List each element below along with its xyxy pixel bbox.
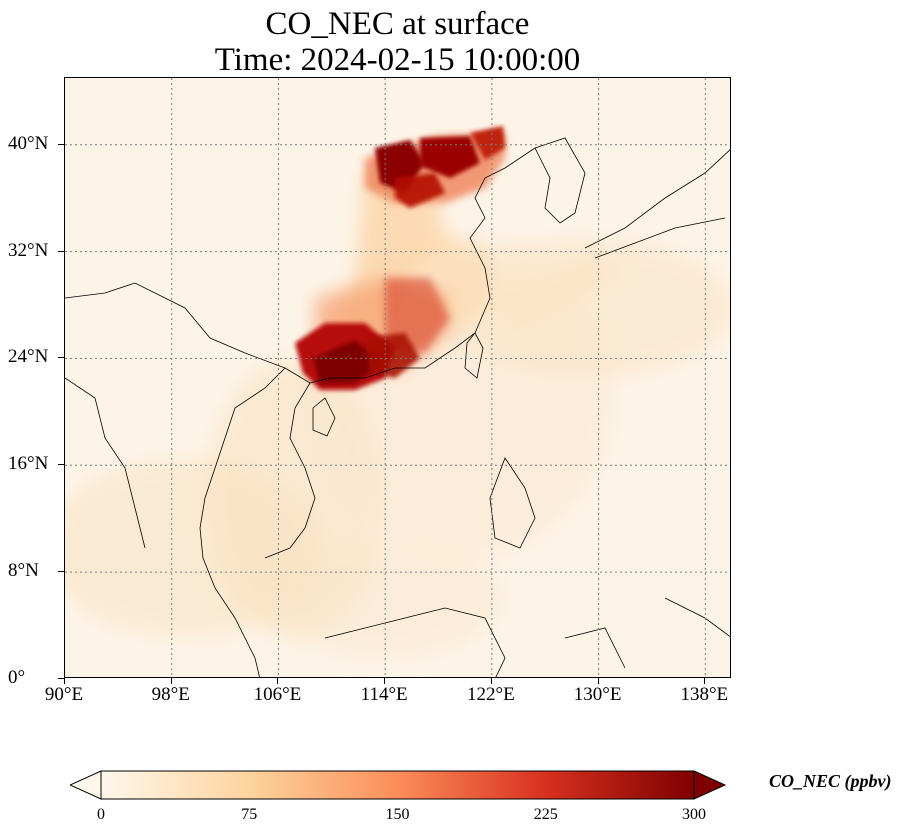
x-tick-mark	[384, 678, 386, 684]
colorbar	[70, 770, 727, 800]
map-canvas	[65, 78, 730, 677]
colorbar-tick-label: 225	[533, 806, 558, 823]
colorbar-tick-label: 0	[97, 806, 105, 823]
chart-title-line-1: CO_NEC at surface	[265, 6, 530, 42]
y-tick-label: 16°N	[8, 453, 49, 475]
x-tick-label: 98°E	[151, 684, 190, 705]
map-panel	[64, 77, 731, 678]
x-tick-label: 130°E	[573, 684, 622, 705]
x-tick-mark	[704, 678, 706, 684]
plume-south-china	[295, 278, 450, 390]
colorbar-gradient	[100, 770, 695, 800]
y-tick-mark	[58, 678, 64, 679]
colorbar-under-arrow	[70, 770, 102, 800]
chart-title-line-2: Time: 2024-02-15 10:00:00	[214, 42, 581, 78]
colorbar-title: CO_NEC (ppbv)	[769, 771, 892, 791]
colorbar-tick-label: 300	[682, 806, 706, 823]
y-tick-mark	[58, 464, 64, 466]
x-tick-label: 106°E	[253, 684, 302, 705]
x-tick-mark	[277, 678, 279, 684]
x-tick-label: 90°E	[44, 684, 84, 705]
y-tick-mark	[58, 250, 64, 252]
x-tick-mark	[597, 678, 599, 684]
x-tick-label: 138°E	[680, 684, 729, 705]
y-tick-mark	[58, 357, 64, 359]
x-tick-mark	[170, 678, 172, 684]
y-tick-label: 8°N	[8, 560, 39, 582]
gridlines	[65, 78, 730, 677]
plume-north-china	[365, 126, 505, 208]
colorbar-tick-label: 150	[385, 806, 410, 823]
colorbar-tick-label: 75	[241, 806, 258, 823]
y-tick-label: 32°N	[8, 239, 49, 261]
colorbar-over-arrow	[693, 770, 727, 800]
y-tick-label: 40°N	[8, 132, 49, 154]
x-tick-label: 122°E	[467, 684, 515, 705]
y-tick-label: 0°	[8, 667, 26, 688]
x-tick-mark	[490, 678, 492, 684]
x-tick-label: 114°E	[360, 684, 408, 705]
x-tick-mark	[64, 678, 65, 684]
y-tick-mark	[58, 571, 64, 573]
y-tick-label: 24°N	[8, 346, 49, 368]
y-tick-mark	[58, 143, 64, 145]
coastlines	[65, 137, 730, 677]
